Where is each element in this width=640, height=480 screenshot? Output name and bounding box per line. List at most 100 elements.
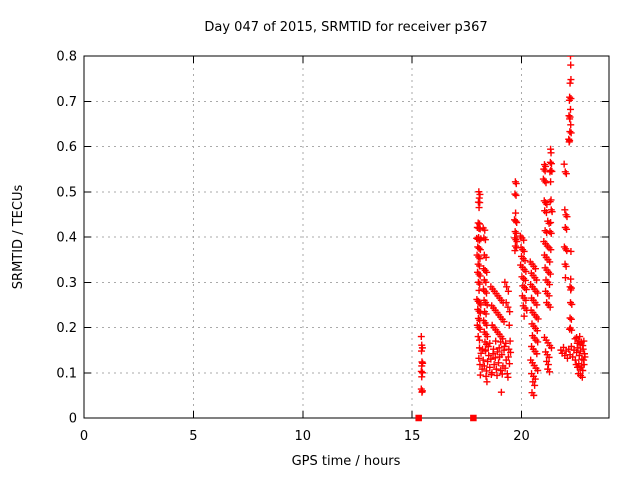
scatter-point (481, 236, 489, 244)
scatter-point (567, 121, 575, 129)
x-tick-label: 15 (404, 429, 421, 444)
scatter-point (512, 191, 520, 199)
scatter-point (474, 333, 482, 341)
scatter-point (476, 262, 483, 270)
scatter-point (546, 303, 554, 311)
scatter-point (477, 235, 485, 243)
scatter-point (542, 179, 550, 187)
scatter-point (476, 246, 484, 254)
scatter-point (532, 265, 539, 273)
scatter-point (534, 315, 542, 323)
scatter-point (545, 292, 553, 300)
scatter-point (511, 247, 519, 255)
scatter-point (502, 339, 510, 347)
scatter-point (476, 371, 484, 379)
scatter-point (578, 373, 586, 381)
scatter-point (546, 258, 554, 266)
y-tick-label: 0.3 (56, 276, 77, 291)
scatter-point (543, 228, 551, 236)
scatter-point (497, 366, 505, 374)
scatter-point (546, 158, 554, 166)
data-points (417, 56, 589, 399)
scatter-point (546, 368, 553, 376)
scatter-point (547, 344, 555, 352)
scatter-point (545, 219, 553, 227)
scatter-point (547, 166, 555, 174)
scatter-point (580, 356, 588, 364)
scatter-point (547, 149, 555, 157)
scatter-point (476, 336, 483, 344)
scatter-point (567, 76, 575, 84)
scatter-point (562, 170, 570, 178)
scatter-point (491, 354, 499, 362)
x-tick-label: 5 (189, 429, 197, 444)
scatter-point (476, 344, 483, 352)
y-tick-label: 0.5 (56, 185, 77, 200)
scatter-point (492, 337, 500, 345)
scatter-point (581, 353, 589, 361)
scatter-point (567, 61, 575, 69)
scatter-point (503, 283, 511, 291)
scatter-point (490, 361, 498, 369)
scatter-point (505, 321, 513, 329)
scatter-point (565, 138, 573, 146)
scatter-point (534, 338, 542, 346)
scatter-point (418, 347, 426, 355)
scatter-point (563, 247, 571, 255)
scatter-point (520, 247, 528, 255)
scatter-point (493, 371, 501, 379)
scatter-point (512, 229, 520, 237)
scatter-point (417, 333, 425, 341)
scatter-point (482, 278, 490, 286)
scatter-point (512, 217, 520, 225)
scatter-point (548, 208, 556, 216)
y-tick-label: 0.4 (56, 231, 77, 246)
scatter-point (482, 310, 490, 318)
scatter-point (566, 79, 574, 87)
scatter-point (567, 315, 575, 323)
scatter-point (483, 289, 490, 297)
scatter-point (563, 225, 571, 233)
scatter-point (487, 355, 495, 363)
scatter-point (504, 353, 512, 361)
scatter-point (483, 268, 491, 276)
scatter-point (481, 226, 489, 234)
scatter-point (567, 275, 575, 283)
scatter-point (576, 333, 584, 341)
scatter-point (505, 360, 513, 368)
scatter-point (512, 209, 520, 217)
scatter-point (580, 337, 588, 345)
scatter-point (418, 388, 426, 396)
y-tick-label: 0.2 (56, 321, 77, 336)
scatter-point (513, 219, 521, 227)
scatter-point (567, 343, 575, 351)
zero-flag-marker (470, 414, 477, 422)
scatter-point (475, 244, 483, 252)
gridlines (84, 56, 609, 418)
scatter-point (483, 333, 491, 341)
scatter-point (565, 96, 573, 104)
scatter-point (483, 301, 491, 309)
scatter-point (506, 308, 514, 316)
scatter-point (568, 300, 576, 308)
y-tick-label: 0.6 (56, 140, 77, 155)
scatter-point (482, 372, 490, 380)
scatter-point (476, 255, 484, 263)
scatter-point (492, 365, 500, 373)
scatter-point (483, 378, 491, 386)
scatter-point (561, 274, 569, 282)
scatter-point (495, 344, 503, 352)
scatter-point (548, 167, 556, 175)
scatter-point (476, 280, 484, 288)
scatter-point (567, 129, 575, 137)
scatter-point (566, 115, 574, 123)
scatter-point (567, 105, 574, 113)
scatter-point (476, 361, 484, 369)
scatter-point (485, 352, 493, 360)
chart-title: Day 047 of 2015, SRMTID for receiver p36… (204, 20, 487, 35)
y-tick-label: 0.7 (56, 95, 77, 110)
scatter-point (475, 286, 483, 294)
scatter-point (533, 301, 541, 309)
